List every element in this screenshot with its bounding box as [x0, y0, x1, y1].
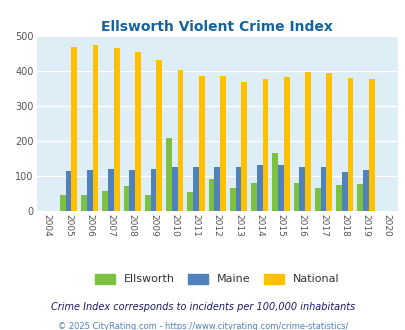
Bar	[335, 185, 341, 211]
Bar	[241, 82, 247, 211]
Bar	[283, 77, 289, 211]
Bar	[71, 47, 77, 211]
Title: Ellsworth Violent Crime Index: Ellsworth Violent Crime Index	[101, 20, 333, 34]
Bar	[214, 168, 220, 211]
Text: Crime Index corresponds to incidents per 100,000 inhabitants: Crime Index corresponds to incidents per…	[51, 302, 354, 312]
Bar	[65, 171, 71, 211]
Bar	[368, 79, 374, 211]
Bar	[356, 184, 362, 211]
Bar	[92, 46, 98, 211]
Bar	[87, 170, 92, 211]
Bar	[193, 168, 198, 211]
Bar	[229, 188, 235, 211]
Bar	[102, 191, 108, 211]
Bar	[145, 195, 150, 211]
Bar	[304, 72, 310, 211]
Bar	[166, 139, 171, 211]
Bar	[314, 188, 320, 211]
Bar	[113, 48, 119, 211]
Bar	[256, 165, 262, 211]
Bar	[262, 79, 268, 211]
Bar	[81, 195, 87, 211]
Bar	[272, 153, 277, 211]
Bar	[187, 192, 193, 211]
Bar	[220, 76, 225, 211]
Bar	[235, 167, 241, 211]
Bar	[277, 165, 283, 211]
Bar	[156, 60, 162, 211]
Bar	[293, 183, 298, 211]
Text: © 2025 CityRating.com - https://www.cityrating.com/crime-statistics/: © 2025 CityRating.com - https://www.city…	[58, 322, 347, 330]
Bar	[198, 76, 204, 211]
Bar	[251, 183, 256, 211]
Bar	[326, 73, 331, 211]
Bar	[171, 168, 177, 211]
Legend: Ellsworth, Maine, National: Ellsworth, Maine, National	[90, 269, 343, 289]
Bar	[347, 78, 352, 211]
Bar	[208, 179, 214, 211]
Bar	[177, 70, 183, 211]
Bar	[150, 169, 156, 211]
Bar	[135, 52, 141, 211]
Bar	[362, 170, 368, 211]
Bar	[298, 168, 304, 211]
Bar	[320, 167, 326, 211]
Bar	[341, 172, 347, 211]
Bar	[60, 195, 65, 211]
Bar	[129, 170, 135, 211]
Bar	[108, 169, 113, 211]
Bar	[123, 186, 129, 211]
